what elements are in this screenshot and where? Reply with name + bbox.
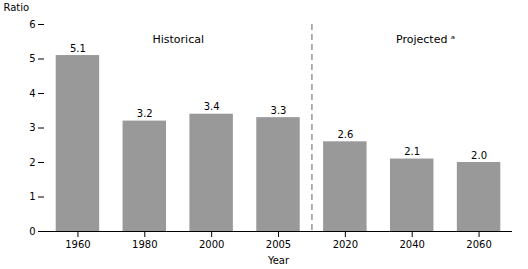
- svg-text:2: 2: [29, 157, 35, 168]
- svg-text:4: 4: [29, 88, 35, 99]
- svg-text:3.3: 3.3: [271, 105, 287, 116]
- svg-text:2005: 2005: [266, 239, 291, 250]
- svg-text:3.4: 3.4: [204, 101, 220, 112]
- svg-text:5: 5: [29, 53, 35, 64]
- svg-text:2.1: 2.1: [404, 146, 420, 157]
- svg-text:0: 0: [29, 226, 35, 237]
- svg-text:Historical: Historical: [152, 33, 204, 46]
- svg-text:Projected ᵃ: Projected ᵃ: [396, 33, 455, 46]
- svg-text:3.2: 3.2: [137, 108, 153, 119]
- svg-text:1960: 1960: [65, 239, 90, 250]
- svg-text:2040: 2040: [399, 239, 424, 250]
- svg-text:2060: 2060: [466, 239, 491, 250]
- svg-text:2.0: 2.0: [471, 150, 487, 161]
- svg-text:1980: 1980: [132, 239, 157, 250]
- svg-text:3: 3: [29, 122, 35, 133]
- svg-text:1: 1: [29, 191, 35, 202]
- svg-text:2.6: 2.6: [337, 129, 353, 140]
- svg-text:6: 6: [29, 19, 35, 30]
- svg-text:2020: 2020: [333, 239, 358, 250]
- svg-text:2000: 2000: [199, 239, 224, 250]
- svg-text:Ratio: Ratio: [4, 2, 30, 13]
- svg-text:5.1: 5.1: [70, 43, 86, 54]
- svg-text:Year: Year: [267, 255, 290, 266]
